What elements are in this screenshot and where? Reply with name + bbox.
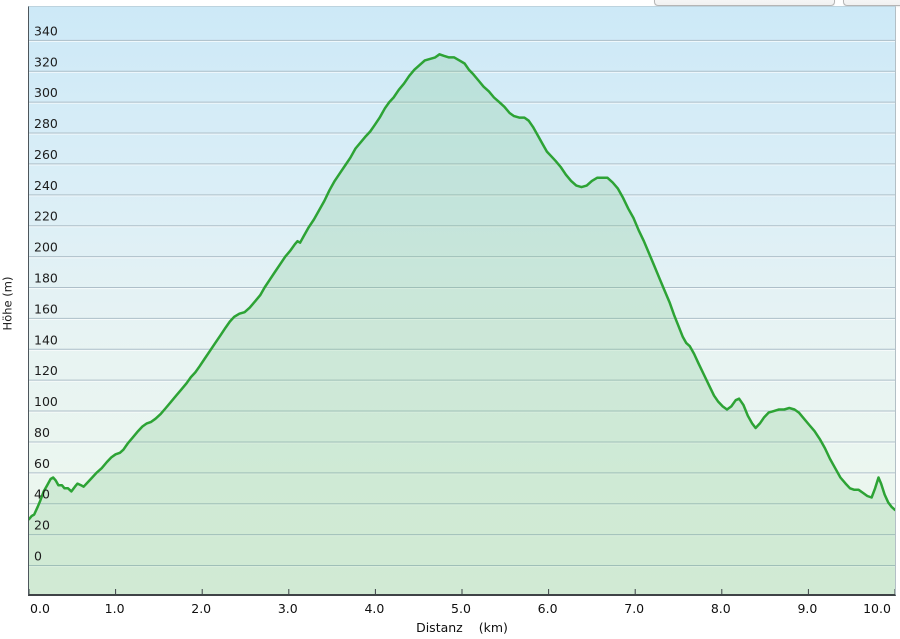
y-tick-label: 320 — [34, 54, 58, 69]
y-tick-label: 160 — [34, 301, 58, 316]
x-tick-label: 10.0 — [863, 601, 891, 616]
elevation-line — [29, 53, 895, 521]
y-tick-label: 80 — [34, 425, 50, 440]
x-tick-label: 1.0 — [104, 601, 125, 616]
x-axis-title: Distanz (km) — [28, 620, 896, 636]
x-axis-title-text: Distanz — [416, 620, 463, 635]
y-axis-title: Höhe (m) — [0, 276, 15, 331]
y-tick-label: 120 — [34, 363, 58, 378]
x-tick-label: 5.0 — [451, 601, 471, 616]
x-tick-label: 4.0 — [364, 601, 385, 616]
y-tick-label: 260 — [34, 147, 58, 162]
y-tick-label: 340 — [34, 23, 58, 38]
top-edge-button-right[interactable] — [843, 0, 900, 6]
gridlines — [29, 39, 895, 568]
y-tick-label: 300 — [34, 85, 58, 100]
x-axis-title-unit: (km) — [478, 620, 508, 635]
x-tick-label: 0.0 — [30, 601, 50, 616]
elevation-area-fill — [29, 54, 895, 594]
elevation-chart-plot-area: 0 20 40 60 80 100 120 140 160 180 200 220 240 260 280 3… — [28, 6, 896, 596]
y-tick-label: 140 — [34, 332, 58, 347]
y-tick-label: 240 — [34, 178, 58, 193]
x-axis-tick-labels: 0.0 1.0 2.0 3.0 4.0 5.0 6.0 7.0 8.0 9.0 10.0 — [28, 601, 896, 617]
x-tick-label: 8.0 — [710, 601, 731, 616]
y-tick-label: 100 — [34, 394, 58, 409]
y-tick-labels: 0 20 40 60 80 100 120 140 160 180 200 220 240 260 280 3… — [34, 23, 58, 563]
x-tick-label: 7.0 — [624, 601, 645, 616]
y-tick-label: 200 — [34, 240, 58, 255]
y-tick-label: 40 — [34, 487, 50, 502]
top-edge-button-left[interactable] — [654, 0, 835, 6]
y-tick-label: 20 — [34, 518, 50, 533]
y-tick-label: 220 — [34, 209, 58, 224]
x-tick-label: 3.0 — [277, 601, 298, 616]
x-tick-label: 2.0 — [191, 601, 212, 616]
x-tick-label: 6.0 — [537, 601, 558, 616]
y-tick-label: 280 — [34, 116, 58, 131]
y-tick-label: 0 — [34, 549, 42, 564]
chart-background — [29, 7, 895, 594]
chart-svg: 0 20 40 60 80 100 120 140 160 180 200 220 240 260 280 3… — [29, 7, 895, 594]
y-tick-label: 60 — [34, 456, 50, 471]
x-tick-label: 9.0 — [797, 601, 818, 616]
y-tick-label: 180 — [34, 270, 58, 285]
x-tick-marks — [29, 589, 895, 594]
